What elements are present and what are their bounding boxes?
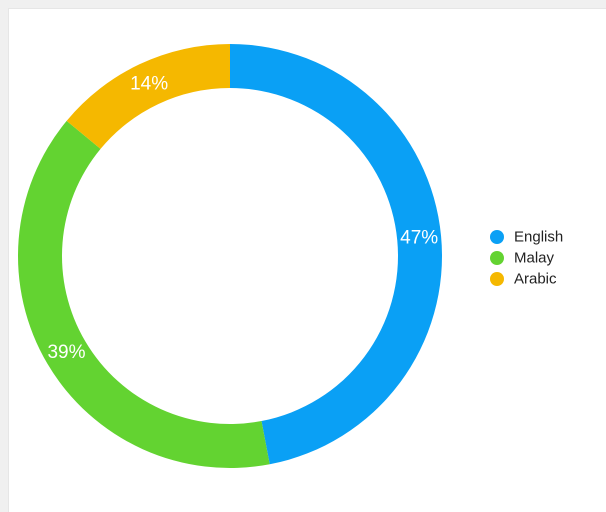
slice-english[interactable] xyxy=(230,43,443,465)
slice-malay[interactable] xyxy=(17,120,270,469)
slice-label-arabic: 14% xyxy=(130,74,168,95)
slice-label-malay: 39% xyxy=(47,342,85,363)
slice-labels: 47% 39% 14% xyxy=(47,74,438,364)
legend-label-arabic[interactable]: Arabic xyxy=(514,271,557,288)
slice-label-english: 47% xyxy=(400,228,438,249)
slice-arabic[interactable] xyxy=(66,44,231,149)
legend: English Malay Arabic xyxy=(490,229,563,288)
legend-marker-english xyxy=(490,230,504,244)
legend-label-malay[interactable]: Malay xyxy=(514,250,555,267)
donut-slices xyxy=(17,43,443,469)
legend-marker-malay xyxy=(490,251,504,265)
legend-label-english[interactable]: English xyxy=(514,229,563,246)
legend-marker-arabic xyxy=(490,272,504,286)
